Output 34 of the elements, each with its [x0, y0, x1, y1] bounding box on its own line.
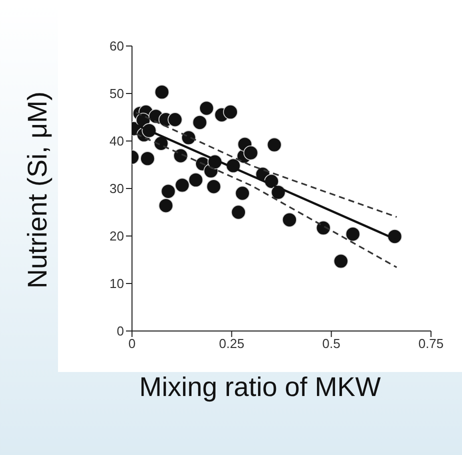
point: [158, 198, 174, 213]
point: [282, 212, 297, 228]
point: [192, 115, 208, 130]
point: [160, 184, 176, 199]
point: [243, 145, 258, 160]
point: [387, 229, 402, 244]
y-tick-label: 20: [110, 228, 124, 244]
point: [174, 178, 190, 193]
x-tick-label: 0.5: [322, 336, 340, 352]
point: [168, 112, 182, 128]
y-tick-label: 30: [110, 181, 124, 196]
point: [345, 226, 360, 242]
y-tick-label: 40: [110, 134, 124, 149]
x-tick-label: 0.25: [219, 336, 244, 352]
point: [235, 186, 250, 201]
point: [188, 172, 204, 188]
point: [154, 84, 170, 100]
x-tick-label: 0: [128, 336, 136, 352]
y-tick-label: 10: [110, 276, 124, 292]
y-tick-label: 60: [110, 38, 124, 54]
x-tick-label: 0.75: [418, 336, 444, 352]
point: [206, 179, 222, 194]
point: [231, 204, 246, 220]
point: [140, 151, 155, 166]
x-axis-title: Mixing ratio of MKW: [138, 372, 382, 403]
point: [334, 254, 348, 269]
point: [266, 137, 282, 152]
y-axis-title: Nutrient (Si, μM): [22, 91, 54, 289]
point: [223, 104, 238, 120]
point: [173, 148, 188, 164]
y-tick-label: 0: [116, 324, 124, 339]
y-tick-label: 50: [110, 86, 124, 102]
point: [316, 220, 331, 236]
point: [199, 100, 214, 116]
